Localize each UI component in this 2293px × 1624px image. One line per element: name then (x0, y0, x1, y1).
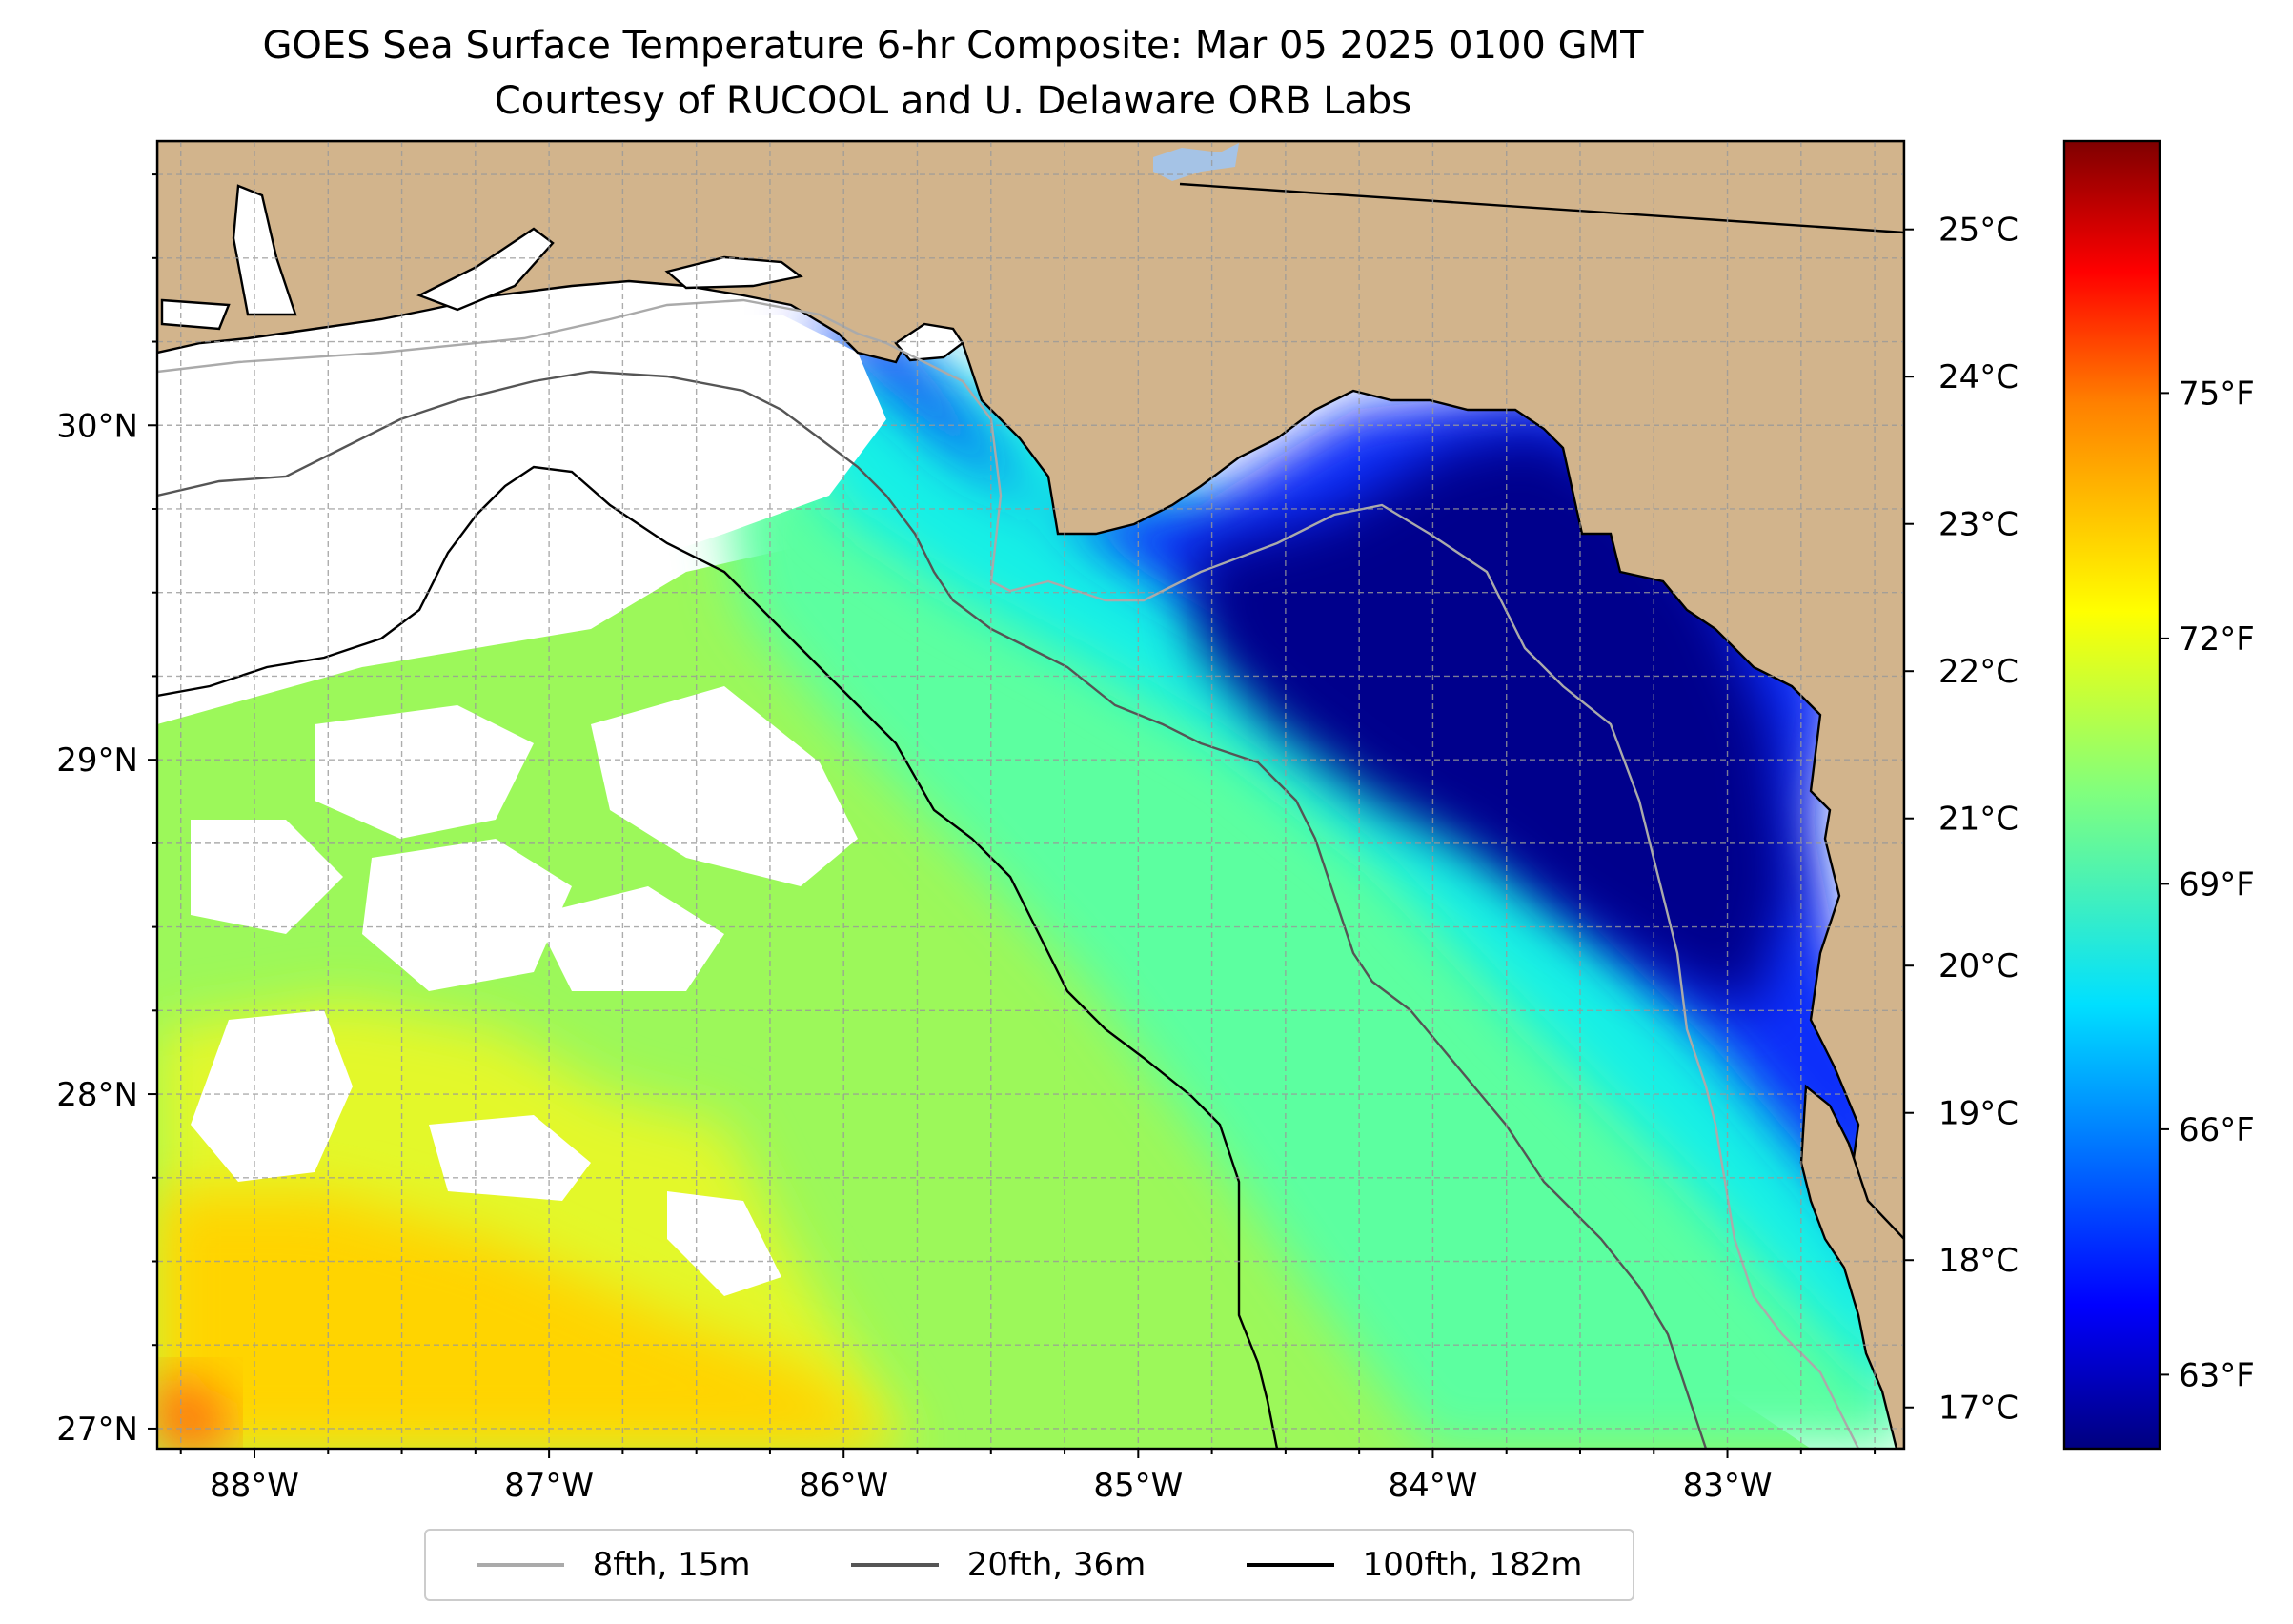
fahrenheit-tick-label: 72°F (2179, 620, 2255, 659)
state-border (1179, 182, 1904, 234)
map-area (157, 141, 1904, 1449)
isobath-36m (157, 370, 1708, 1449)
isobath-legend: 8fth, 15m 20fth, 36m 100fth, 182m (424, 1529, 1634, 1601)
colorbar-fahrenheit-axis: 63°F 66°F 69°F 72°F 75°F (2160, 375, 2255, 1394)
sst-field (157, 315, 1904, 1449)
isobath-15m (157, 298, 1860, 1449)
celsius-tick-label: 21°C (1938, 801, 2019, 839)
gridlines (157, 141, 1904, 1449)
colorbar (2062, 139, 2161, 1451)
map-title: GOES Sea Surface Temperature 6-hr Compos… (262, 24, 1644, 68)
legend-swatch-182m (1246, 1563, 1334, 1567)
legend-item-36m: 20fth, 36m (850, 1546, 1146, 1584)
lon-tick-label: 83°W (1683, 1467, 1773, 1505)
legend-swatch-15m (476, 1563, 564, 1567)
celsius-tick-label: 20°C (1938, 947, 2019, 985)
legend-label-36m: 20fth, 36m (966, 1546, 1146, 1584)
lat-tick-label: 28°N (56, 1076, 138, 1114)
legend-label-182m: 100fth, 182m (1362, 1546, 1583, 1584)
lon-tick-label: 84°W (1388, 1467, 1477, 1505)
fahrenheit-tick-label: 66°F (2179, 1111, 2255, 1149)
colorbar-celsius-axis: 17°C 18°C 19°C 20°C 21°C 22°C 23°C 24°C 25°C (1904, 212, 2019, 1428)
isobath-182m (157, 465, 1279, 1449)
legend-item-15m: 8fth, 15m (476, 1546, 751, 1584)
fahrenheit-tick-label: 75°F (2179, 375, 2255, 413)
legend-item-182m: 100fth, 182m (1246, 1546, 1583, 1584)
lon-tick-label: 87°W (504, 1467, 594, 1505)
fahrenheit-tick-label: 69°F (2179, 865, 2255, 903)
fahrenheit-tick-label: 63°F (2179, 1356, 2255, 1394)
celsius-tick-label: 23°C (1938, 506, 2019, 544)
land-mass (157, 141, 1904, 1449)
map-subtitle: Courtesy of RUCOOL and U. Delaware ORB L… (494, 79, 1412, 123)
celsius-tick-label: 22°C (1938, 653, 2019, 691)
lake (1153, 143, 1239, 181)
legend-swatch-36m (850, 1563, 939, 1567)
celsius-tick-label: 19°C (1938, 1095, 2019, 1133)
map-frame (155, 139, 1906, 1451)
celsius-tick-label: 24°C (1938, 358, 2019, 396)
celsius-tick-label: 25°C (1938, 212, 2019, 250)
no-data-patches (157, 315, 886, 1296)
celsius-tick-label: 17°C (1938, 1390, 2019, 1428)
lat-axis: 27°N 28°N 29°N 30°N (56, 173, 157, 1449)
lon-tick-label: 86°W (799, 1467, 888, 1505)
lon-tick-label: 88°W (210, 1467, 299, 1505)
lat-tick-label: 29°N (56, 741, 138, 780)
lon-tick-label: 85°W (1093, 1467, 1183, 1505)
lat-tick-label: 27°N (56, 1411, 138, 1449)
lat-tick-label: 30°N (56, 407, 138, 445)
lon-axis: 88°W 87°W 86°W 85°W 84°W 83°W (179, 1449, 1877, 1505)
celsius-tick-label: 18°C (1938, 1242, 2019, 1280)
legend-label-15m: 8fth, 15m (592, 1546, 751, 1584)
